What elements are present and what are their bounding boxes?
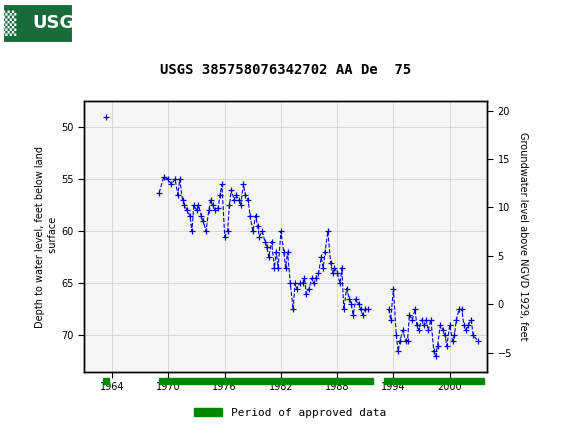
Text: ▒: ▒ [3, 10, 16, 36]
Y-axis label: Depth to water level, feet below land
 surface: Depth to water level, feet below land su… [35, 145, 59, 328]
FancyBboxPatch shape [3, 4, 72, 43]
Y-axis label: Groundwater level above NGVD 1929, feet: Groundwater level above NGVD 1929, feet [517, 132, 528, 341]
Legend: Period of approved data: Period of approved data [190, 403, 390, 422]
FancyBboxPatch shape [159, 378, 373, 384]
FancyBboxPatch shape [103, 378, 110, 384]
Text: USGS 385758076342702 AA De  75: USGS 385758076342702 AA De 75 [160, 63, 411, 77]
Text: USGS: USGS [32, 14, 87, 32]
FancyBboxPatch shape [384, 378, 484, 384]
